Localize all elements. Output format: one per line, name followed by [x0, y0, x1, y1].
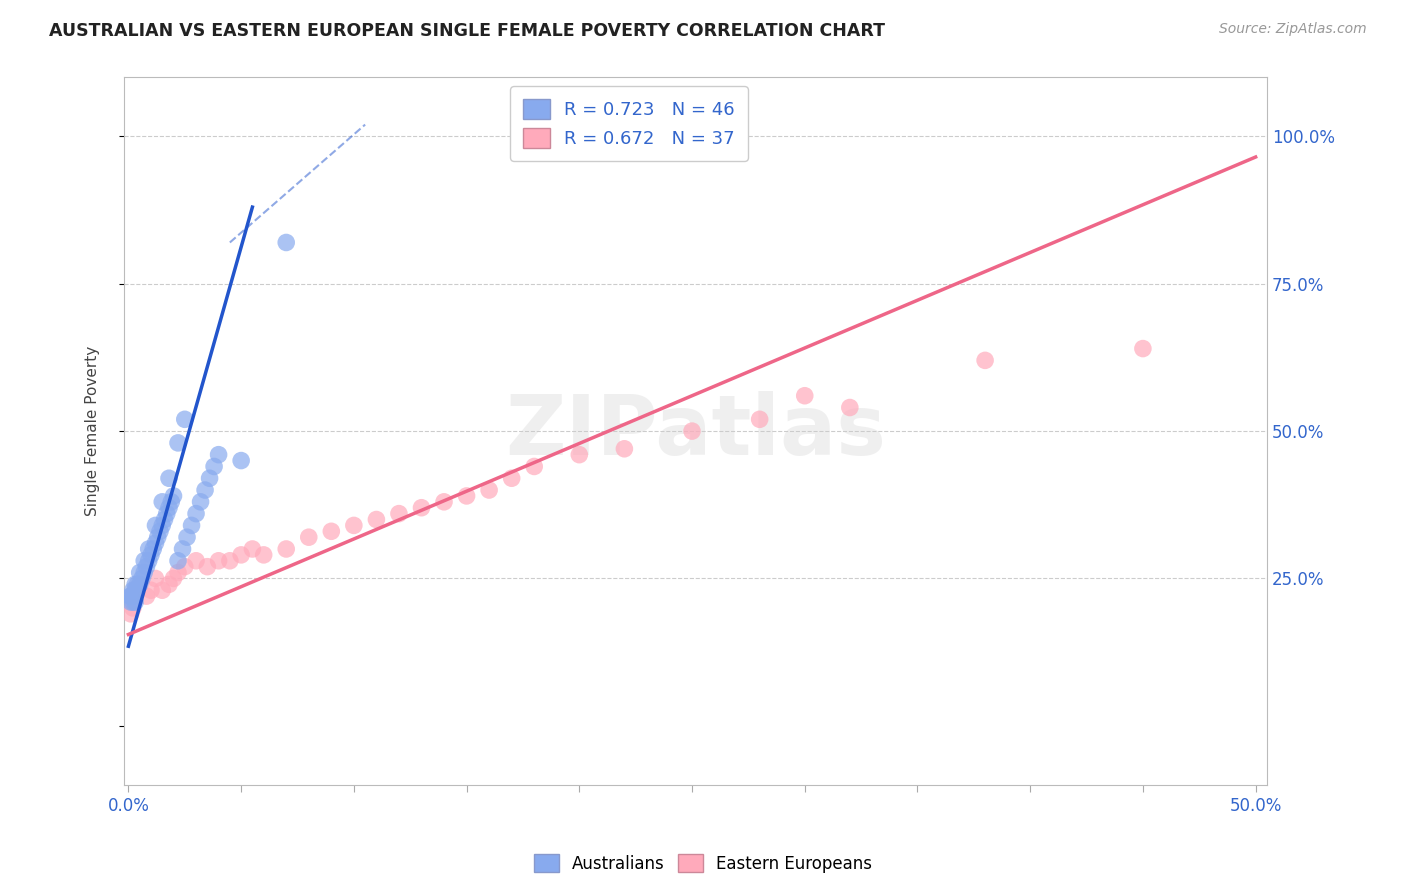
- Point: [150, 583, 173, 598]
- Point: [202, 459, 225, 474]
- Point: [1132, 342, 1154, 356]
- Point: [156, 507, 179, 521]
- Point: [173, 412, 195, 426]
- Point: [184, 554, 207, 568]
- Point: [231, 548, 253, 562]
- Point: [142, 541, 165, 556]
- Point: [478, 483, 501, 497]
- Point: [231, 453, 253, 467]
- Point: [162, 489, 184, 503]
- Point: [124, 583, 146, 598]
- Point: [134, 554, 156, 568]
- Point: [131, 571, 153, 585]
- Point: [207, 554, 229, 568]
- Text: ZIPatlas: ZIPatlas: [505, 391, 886, 472]
- Point: [167, 436, 190, 450]
- Point: [218, 554, 240, 568]
- Point: [190, 495, 212, 509]
- Point: [162, 571, 184, 585]
- Point: [838, 401, 860, 415]
- Legend: R = 0.723   N = 46, R = 0.672   N = 37: R = 0.723 N = 46, R = 0.672 N = 37: [510, 87, 748, 161]
- Point: [128, 577, 150, 591]
- Legend: Australians, Eastern Europeans: Australians, Eastern Europeans: [527, 847, 879, 880]
- Point: [523, 459, 546, 474]
- Point: [207, 448, 229, 462]
- Point: [138, 554, 160, 568]
- Point: [157, 577, 180, 591]
- Point: [145, 536, 167, 550]
- Point: [253, 548, 276, 562]
- Point: [160, 495, 183, 509]
- Point: [127, 577, 149, 591]
- Point: [157, 500, 180, 515]
- Point: [150, 495, 173, 509]
- Point: [122, 601, 145, 615]
- Point: [139, 548, 162, 562]
- Point: [122, 589, 145, 603]
- Point: [139, 583, 162, 598]
- Point: [180, 518, 202, 533]
- Point: [568, 448, 591, 462]
- Point: [433, 495, 456, 509]
- Point: [120, 595, 142, 609]
- Y-axis label: Single Female Poverty: Single Female Poverty: [86, 346, 100, 516]
- Point: [153, 512, 176, 526]
- Point: [242, 541, 264, 556]
- Point: [321, 524, 343, 539]
- Point: [748, 412, 770, 426]
- Point: [276, 541, 298, 556]
- Point: [343, 518, 366, 533]
- Point: [613, 442, 636, 456]
- Point: [176, 530, 198, 544]
- Point: [198, 471, 221, 485]
- Point: [135, 589, 157, 603]
- Point: [298, 530, 321, 544]
- Point: [120, 607, 142, 621]
- Point: [681, 424, 703, 438]
- Point: [184, 507, 207, 521]
- Point: [128, 566, 150, 580]
- Point: [157, 471, 180, 485]
- Point: [366, 512, 388, 526]
- Point: [134, 566, 156, 580]
- Point: [194, 483, 217, 497]
- Point: [172, 541, 194, 556]
- Point: [793, 389, 815, 403]
- Point: [146, 530, 169, 544]
- Point: [173, 559, 195, 574]
- Point: [456, 489, 478, 503]
- Point: [145, 571, 167, 585]
- Point: [150, 518, 173, 533]
- Point: [167, 554, 190, 568]
- Point: [122, 583, 145, 598]
- Point: [120, 589, 142, 603]
- Point: [138, 541, 160, 556]
- Point: [276, 235, 298, 250]
- Point: [501, 471, 523, 485]
- Point: [388, 507, 411, 521]
- Point: [149, 524, 172, 539]
- Point: [120, 589, 142, 603]
- Point: [135, 559, 157, 574]
- Point: [974, 353, 997, 368]
- Point: [195, 559, 218, 574]
- Point: [122, 595, 145, 609]
- Point: [145, 518, 167, 533]
- Text: AUSTRALIAN VS EASTERN EUROPEAN SINGLE FEMALE POVERTY CORRELATION CHART: AUSTRALIAN VS EASTERN EUROPEAN SINGLE FE…: [49, 22, 886, 40]
- Point: [167, 566, 190, 580]
- Text: Source: ZipAtlas.com: Source: ZipAtlas.com: [1219, 22, 1367, 37]
- Point: [411, 500, 433, 515]
- Point: [124, 577, 146, 591]
- Point: [124, 595, 146, 609]
